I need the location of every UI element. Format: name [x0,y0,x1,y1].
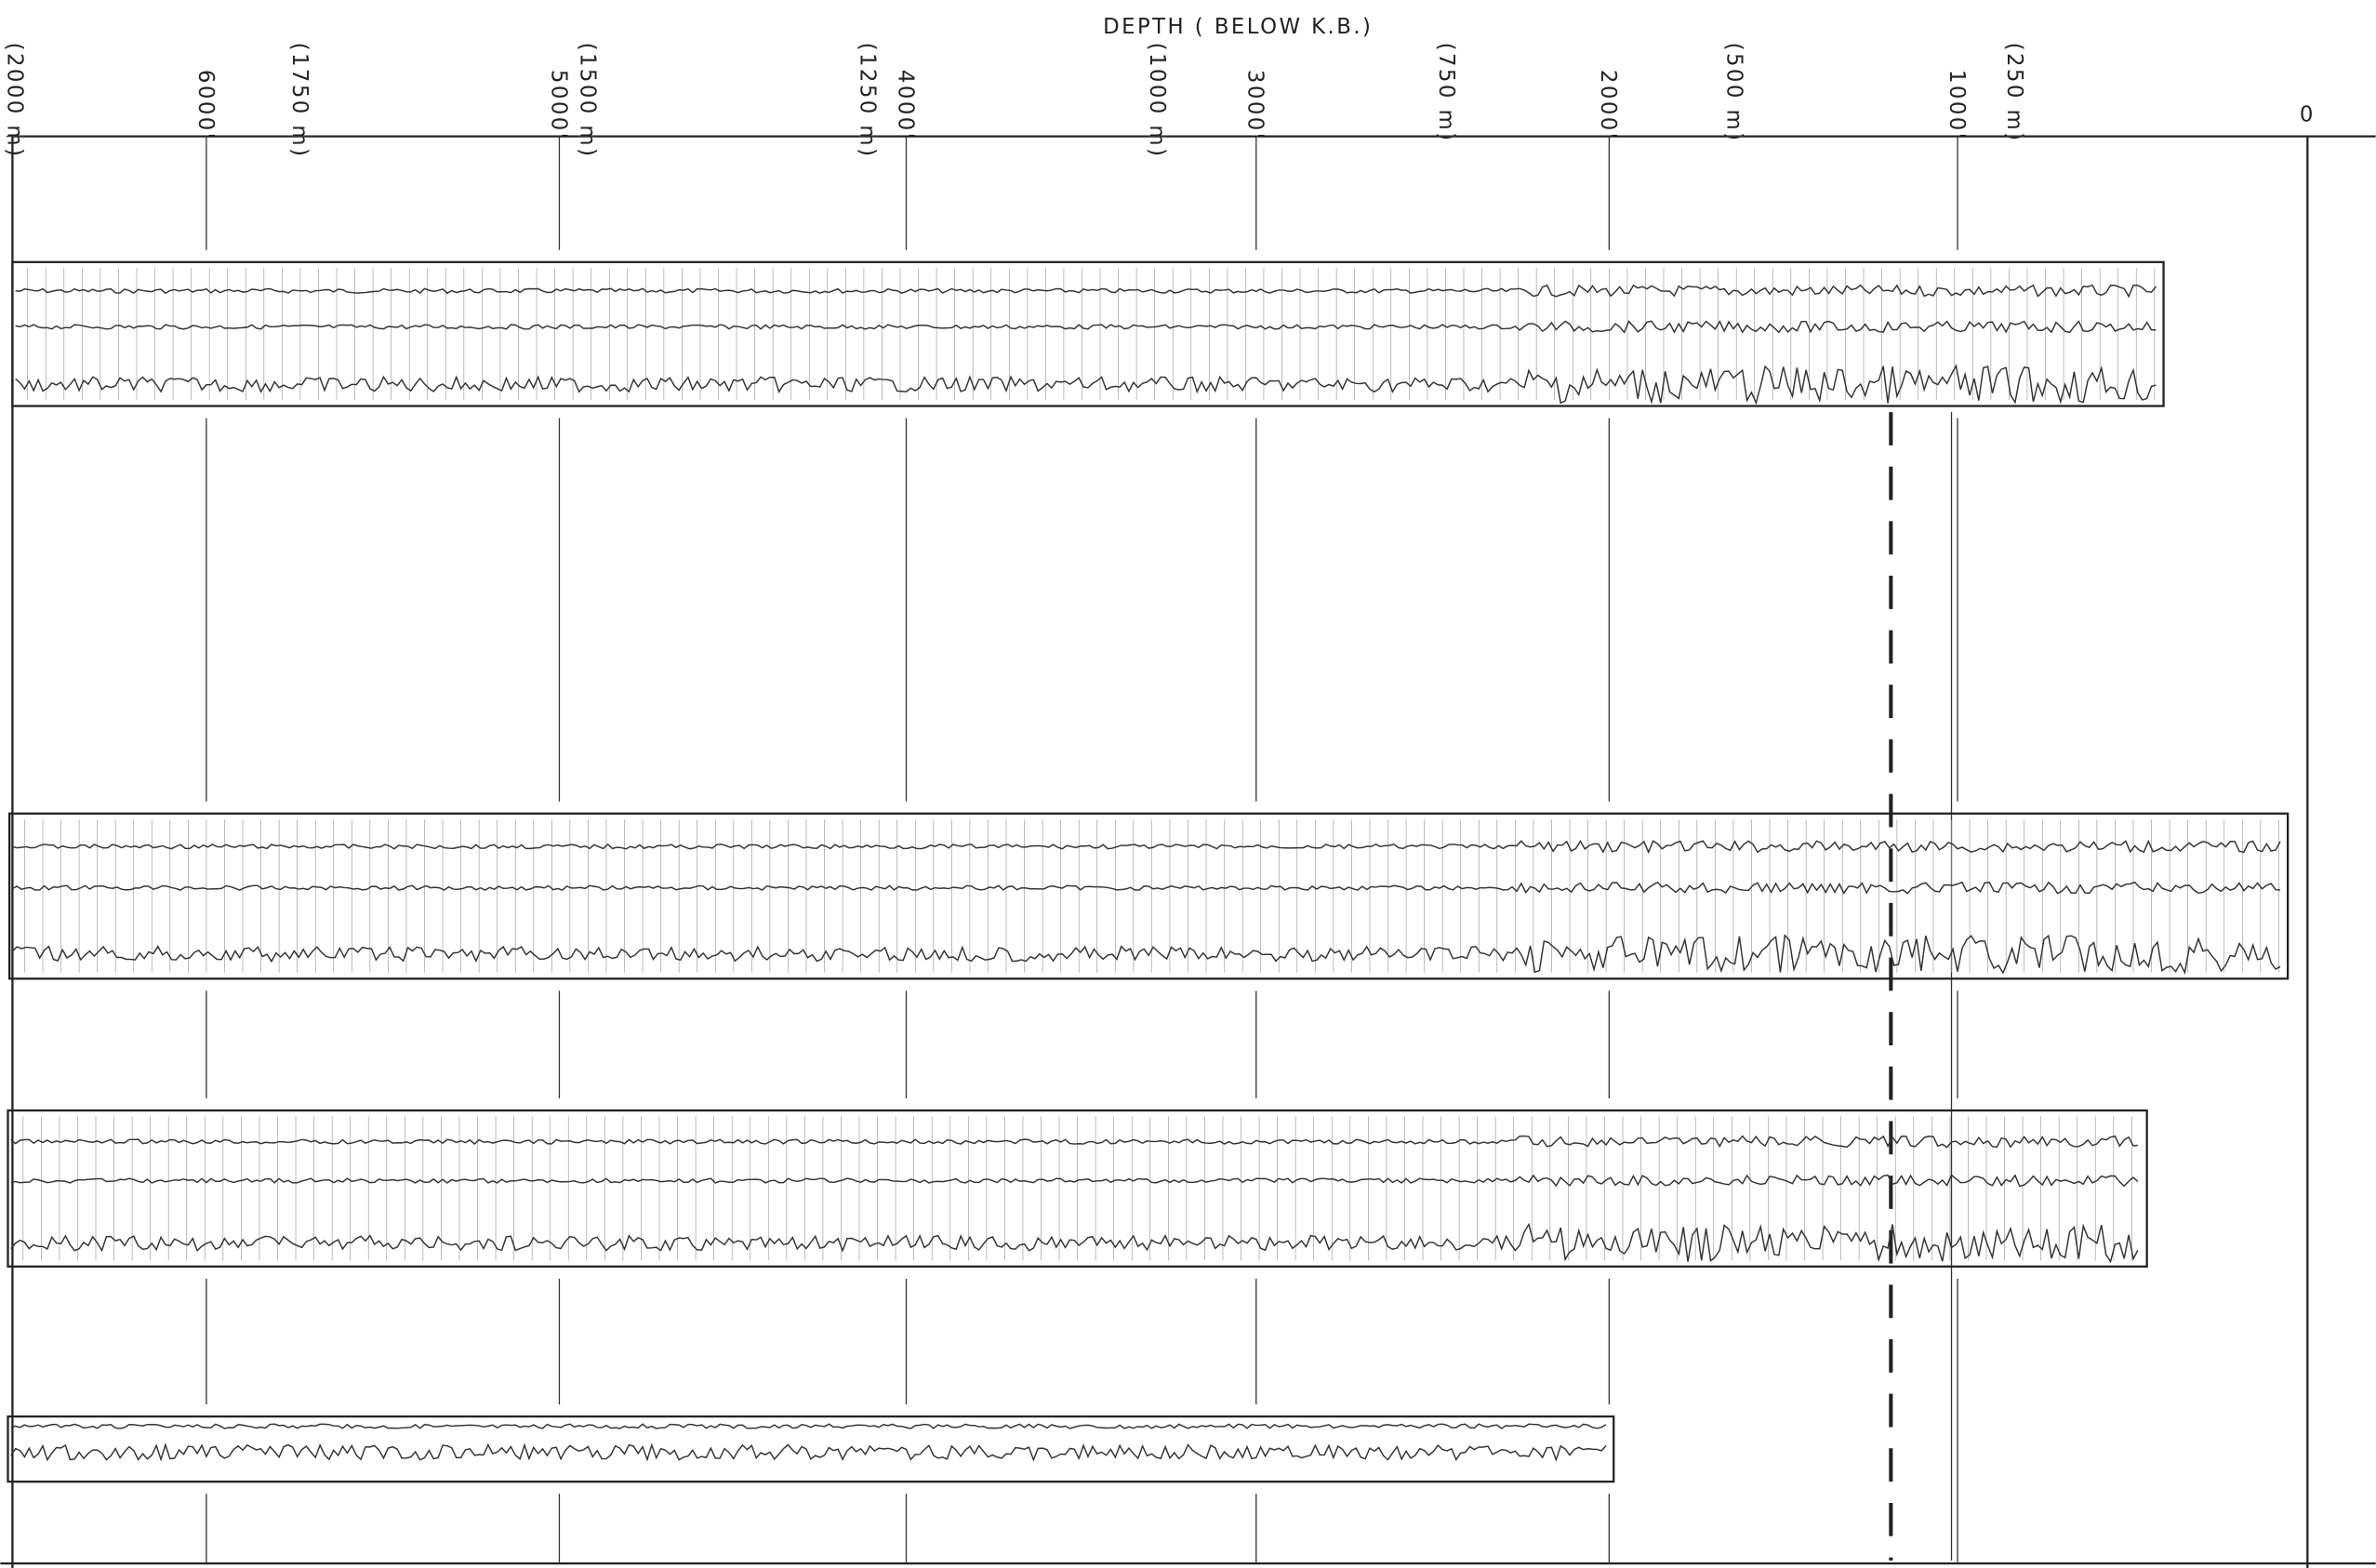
depth-meter-label: (250 m) [2002,43,2026,143]
log-trace [10,1442,1607,1462]
log-trace [15,320,2157,334]
log-trace [11,934,2281,976]
log-trace [15,284,2157,299]
tracks [7,260,2290,1483]
depth-meter-label: (1500 m) [575,43,599,159]
log-track [8,812,2290,980]
depth-meter-label: (1750 m) [287,43,312,159]
depth-feet-label: 5000' [546,70,570,141]
depth-meter-label: (1000 m) [1145,43,1169,159]
log-track [7,1415,1615,1483]
depth-meter-label: (2000 m) [3,43,27,159]
depth-feet-label: 4000' [893,70,917,141]
log-trace [10,1222,2139,1264]
depth-feet-label: 3000' [1243,70,1268,141]
log-trace [12,881,2281,895]
log-trace [10,1174,2139,1188]
log-trace [10,1423,1607,1429]
depth-meter-label: (500 m) [1721,43,1745,143]
log-track [7,1109,2148,1268]
depth-meter-label: (1250 m) [856,43,880,159]
log-trace [10,1135,2138,1149]
log-trace [15,364,2157,405]
depth-feet-label: 2000' [1596,70,1620,141]
log-trace [12,839,2281,855]
title: DEPTH ( BELOW K.B.) [1103,15,1373,39]
depth-meter-label: (750 m) [1434,43,1458,143]
depth-feet-label: 1000' [1945,70,1969,141]
log-track [11,260,2165,407]
depth-feet-label: 6000' [193,70,218,141]
depth-feet-label: 0 [2300,102,2316,126]
